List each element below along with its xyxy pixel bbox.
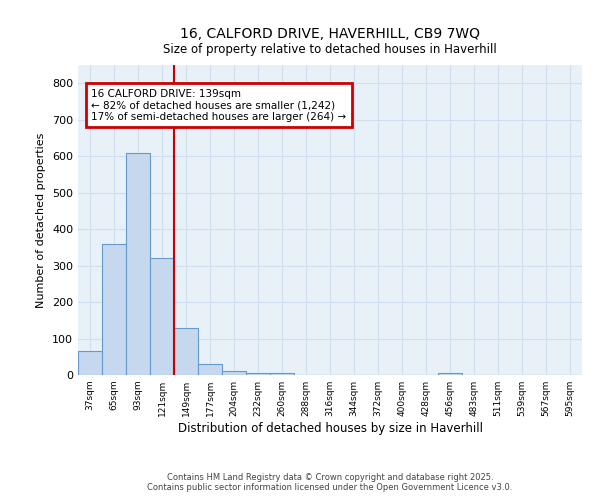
Bar	[174, 328, 198, 375]
Text: 16 CALFORD DRIVE: 139sqm
← 82% of detached houses are smaller (1,242)
17% of sem: 16 CALFORD DRIVE: 139sqm ← 82% of detach…	[91, 88, 346, 122]
Bar	[102, 244, 126, 375]
X-axis label: Distribution of detached houses by size in Haverhill: Distribution of detached houses by size …	[178, 422, 482, 435]
Bar	[198, 364, 222, 375]
Bar	[222, 372, 246, 375]
Bar	[438, 373, 462, 375]
Bar	[78, 352, 102, 375]
Text: Size of property relative to detached houses in Haverhill: Size of property relative to detached ho…	[163, 42, 497, 56]
Bar	[270, 373, 294, 375]
Text: 16, CALFORD DRIVE, HAVERHILL, CB9 7WQ: 16, CALFORD DRIVE, HAVERHILL, CB9 7WQ	[180, 28, 480, 42]
Text: Contains HM Land Registry data © Crown copyright and database right 2025.
Contai: Contains HM Land Registry data © Crown c…	[148, 473, 512, 492]
Bar	[150, 258, 174, 375]
Y-axis label: Number of detached properties: Number of detached properties	[37, 132, 46, 308]
Bar	[126, 152, 150, 375]
Bar	[246, 373, 270, 375]
